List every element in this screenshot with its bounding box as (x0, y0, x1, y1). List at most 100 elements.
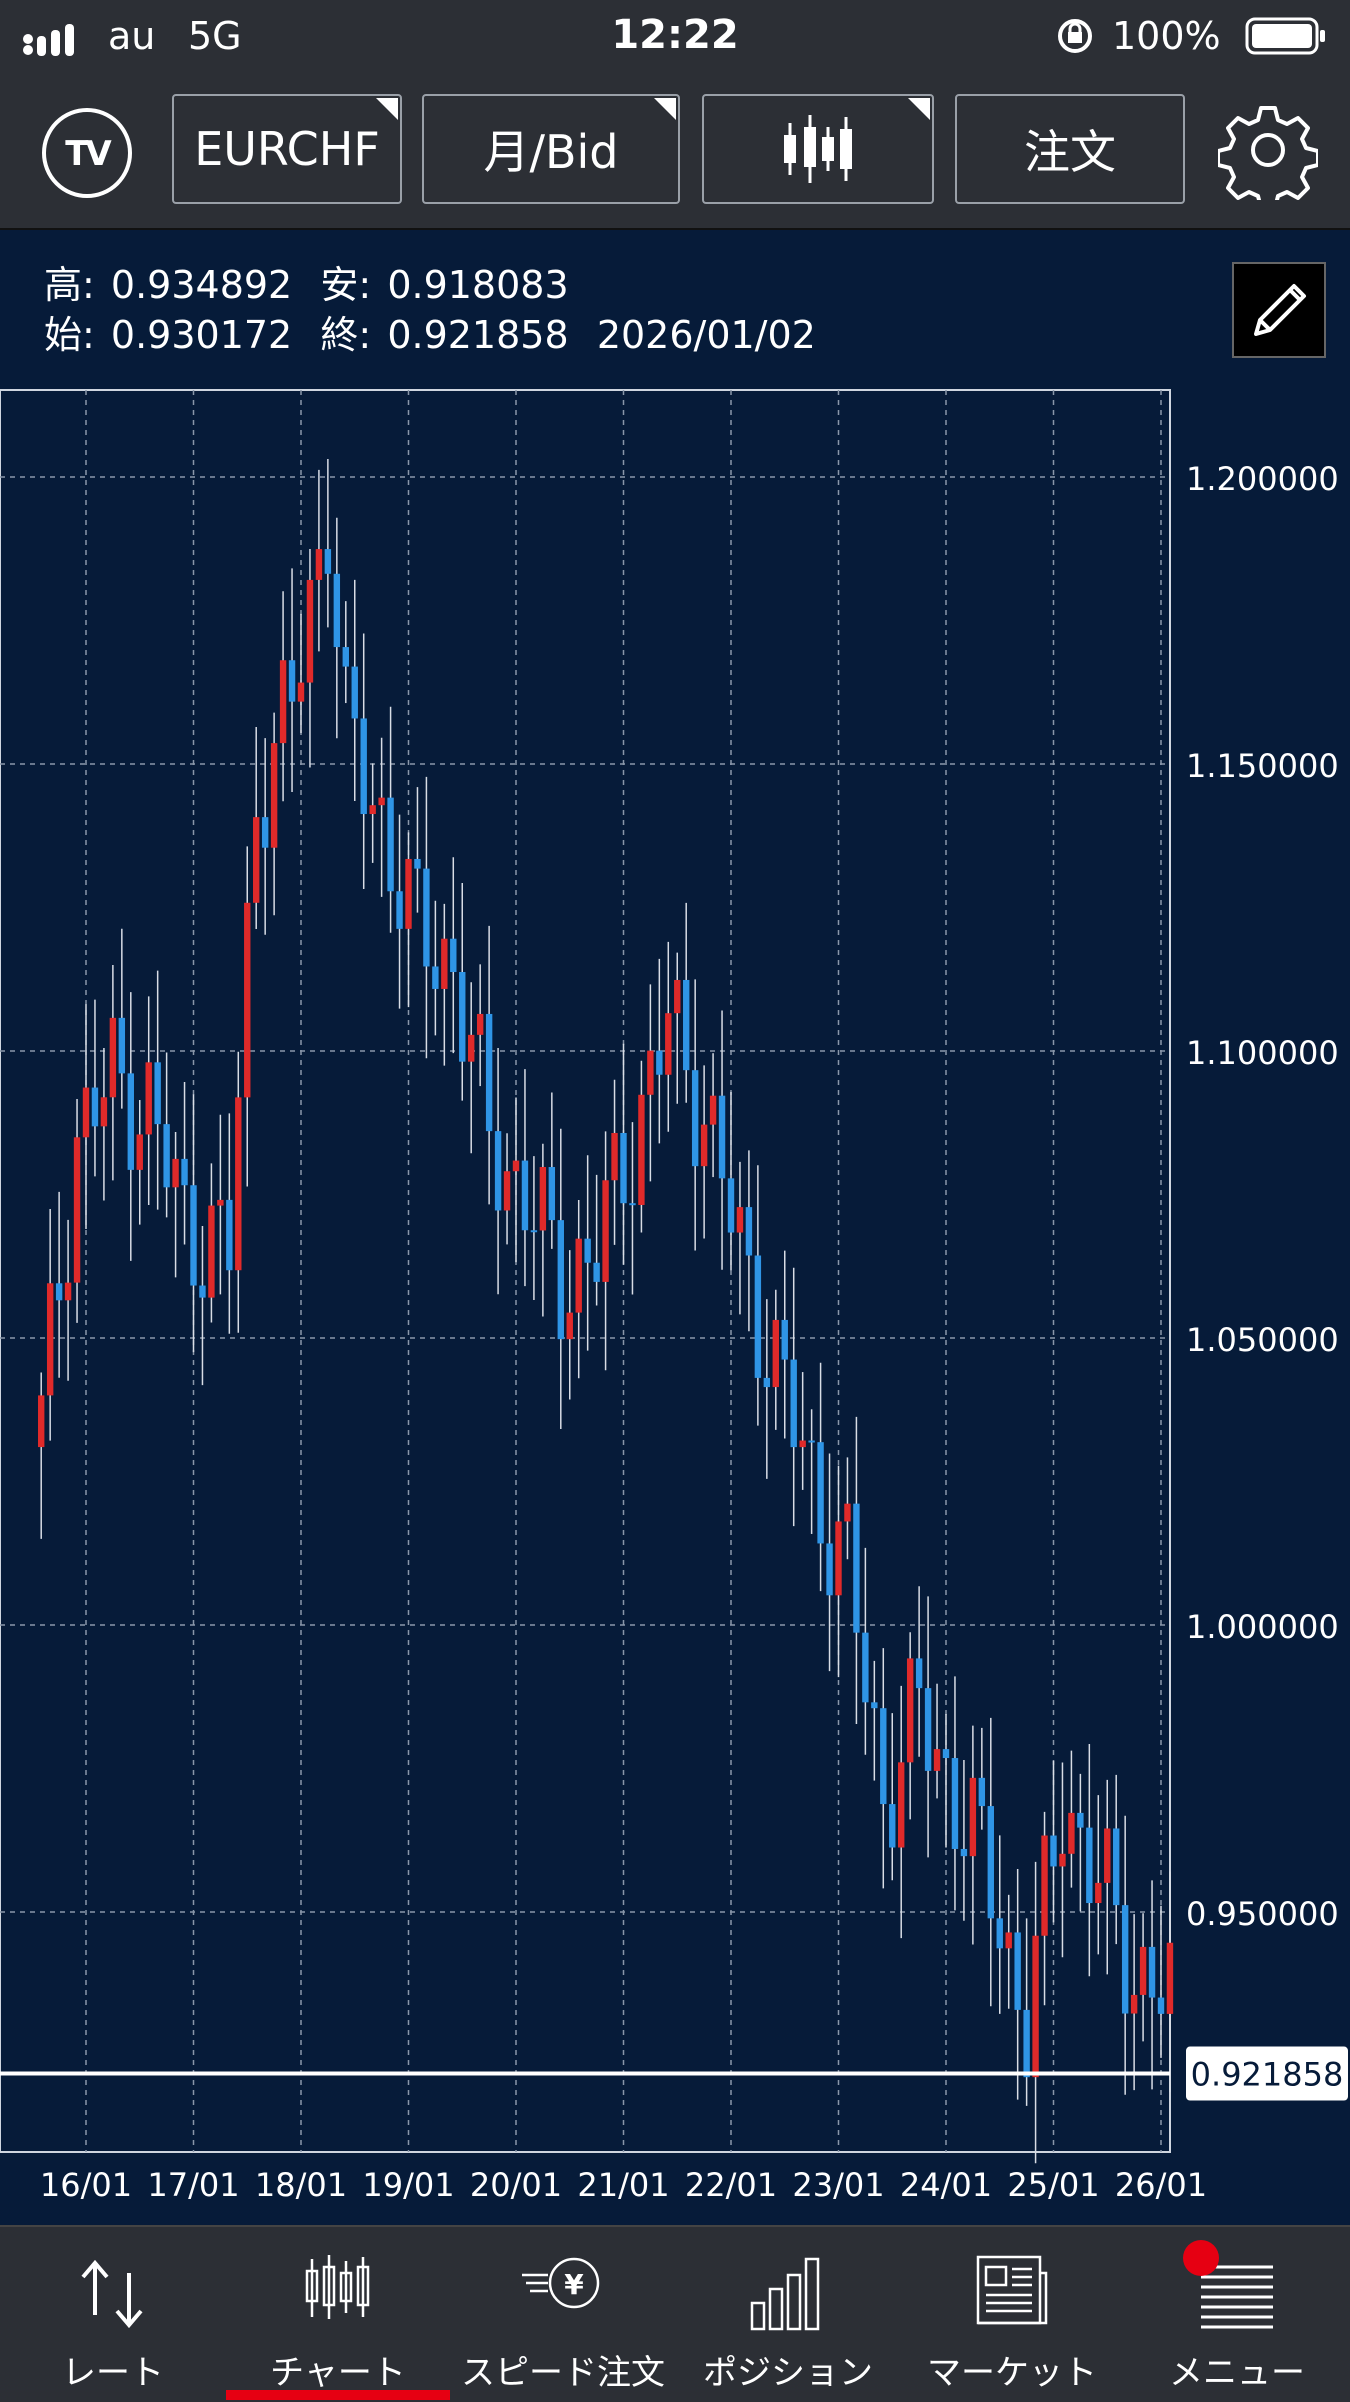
candle-down (351, 666, 358, 719)
candle-up (539, 1167, 547, 1231)
candle-down (1113, 1828, 1120, 1906)
candle-down (584, 1238, 591, 1263)
candle-down (862, 1632, 869, 1703)
candle-up (145, 1062, 152, 1135)
position-bars-icon (750, 2257, 820, 2331)
candle-down (485, 1013, 493, 1132)
plot-frame (0, 389, 1171, 2153)
close-value: 0.921858 (387, 313, 569, 357)
candle-up (208, 1205, 215, 1298)
notification-badge (1183, 2240, 1219, 2276)
tab-menu[interactable]: メニュー (1124, 2227, 1350, 2402)
y-tick-label: 1.200000 (1186, 460, 1339, 498)
candle-up (665, 1013, 672, 1075)
candle-up (736, 1207, 744, 1233)
candle-down (154, 1062, 161, 1125)
candle-up (1130, 1994, 1138, 2014)
candle-up (73, 1137, 81, 1283)
high-label: 高: (44, 263, 95, 307)
candle-down (1014, 1932, 1021, 2010)
tab-market[interactable]: マーケット (900, 2227, 1124, 2402)
candle-up (674, 979, 681, 1014)
candle-down (924, 1688, 932, 1771)
candle-down (450, 938, 457, 973)
tradingview-logo-icon[interactable]: TV (42, 108, 132, 198)
candle-down (1077, 1812, 1084, 1828)
x-tick-label: 23/01 (792, 2166, 884, 2204)
candle-up (709, 1095, 717, 1125)
tab-label: レート (62, 2353, 164, 2393)
dropdown-corner-icon (376, 98, 398, 120)
candle-up (64, 1282, 72, 1301)
tab-label: マーケット (927, 2353, 1097, 2393)
chart-toolbar: TV EURCHF 月/Bid 注文 (0, 78, 1350, 230)
candle-down (951, 1758, 959, 1849)
candle-down (781, 1319, 788, 1360)
candlestick-chart[interactable]: 1.200000 1.150000 1.100000 1.050000 1.000000… (0, 230, 1350, 2225)
clock: 12:22 (611, 12, 739, 58)
candle-up (575, 1238, 582, 1313)
candle-down (880, 1708, 887, 1805)
rate-arrows-icon (81, 2259, 143, 2329)
timeframe-selector-button[interactable]: 月/Bid (422, 94, 680, 204)
tab-chart[interactable]: チャート (226, 2227, 450, 2402)
chart-type-button[interactable] (702, 94, 934, 204)
candle-down (118, 1017, 126, 1074)
candle-down (548, 1167, 556, 1221)
candle-down (790, 1359, 797, 1448)
candle-up (566, 1312, 573, 1340)
candle-up (38, 1395, 45, 1448)
order-label: 注文 (1024, 125, 1116, 179)
candle-down (593, 1262, 600, 1282)
candle-down (1023, 2009, 1030, 2078)
candle-down (181, 1158, 188, 1186)
candle-down (620, 1132, 627, 1204)
candle-down (656, 1050, 663, 1075)
candle-down (1086, 1827, 1093, 1904)
candle-up (1139, 1946, 1147, 1995)
tab-rate[interactable]: レート (0, 2227, 226, 2402)
candle-down (342, 647, 349, 667)
candle-down (494, 1131, 502, 1211)
candle-down (190, 1185, 197, 1286)
tab-label: スピード注文 (461, 2353, 665, 2393)
candle-up (46, 1283, 54, 1396)
tab-speed-order[interactable]: ¥ スピード注文 (450, 2227, 676, 2402)
tab-position[interactable]: ポジション (676, 2227, 900, 2402)
candle-down (163, 1124, 170, 1188)
x-tick-label: 17/01 (147, 2166, 239, 2204)
candle-down (324, 549, 332, 574)
candle-down (1050, 1835, 1057, 1867)
candle-up (1032, 1935, 1039, 2078)
candle-up (835, 1521, 842, 1596)
candle-down (55, 1283, 63, 1301)
x-tick-label: 22/01 (685, 2166, 777, 2204)
candle-down (754, 1255, 762, 1378)
candle-up (306, 579, 314, 683)
order-button[interactable]: 注文 (955, 94, 1185, 204)
candle-down (333, 573, 341, 648)
candle-up (969, 1777, 977, 1857)
candle-up (772, 1319, 779, 1388)
symbol-selector-button[interactable]: EURCHF (172, 94, 402, 204)
status-bar: au 5G 12:22 100% (0, 0, 1350, 78)
candle-down (530, 1230, 538, 1233)
candle-up (933, 1749, 941, 1771)
low-value: 0.918083 (387, 263, 569, 307)
candle-down (1148, 1946, 1156, 1998)
y-tick-label: 1.000000 (1186, 1608, 1339, 1646)
active-tab-indicator (226, 2390, 450, 2400)
bottom-tab-bar: レート チャート ¥ スピード注文 ポジ (0, 2225, 1350, 2402)
chart-area[interactable]: 1.200000 1.150000 1.100000 1.050000 1.000000… (0, 230, 1350, 2225)
candle-up (700, 1124, 708, 1167)
candle-down (288, 660, 296, 702)
drawing-tool-button[interactable] (1232, 262, 1326, 358)
open-label: 始: (44, 313, 95, 357)
candle-up (297, 682, 305, 702)
candle-down (91, 1087, 99, 1127)
tab-label: チャート (270, 2353, 406, 2393)
candle-down (915, 1658, 923, 1689)
symbol-label: EURCHF (194, 122, 380, 176)
gear-icon[interactable] (1218, 100, 1318, 200)
candle-down (521, 1160, 529, 1231)
